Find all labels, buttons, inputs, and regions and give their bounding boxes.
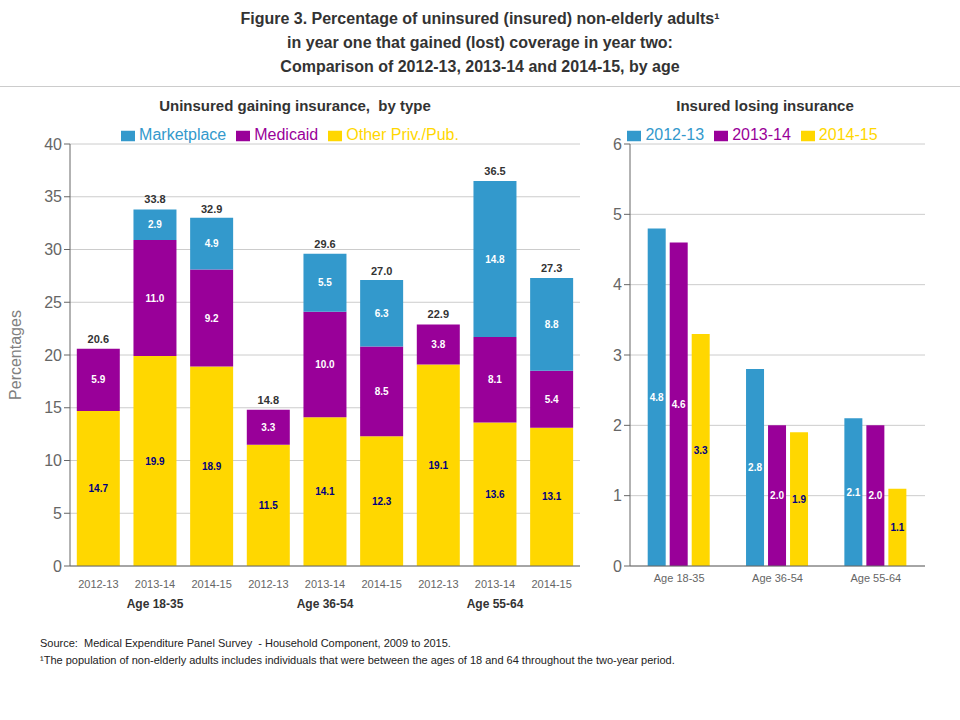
svg-text:14.8: 14.8 bbox=[258, 394, 279, 406]
svg-text:Percentages: Percentages bbox=[8, 310, 24, 400]
svg-text:5.4: 5.4 bbox=[545, 394, 559, 405]
html-text:Insured losing insurance: Insured losing insurance bbox=[676, 97, 854, 114]
svg-text:12.3: 12.3 bbox=[372, 496, 392, 507]
html-text:2013-14: 2013-14 bbox=[732, 126, 791, 143]
svg-text:32.9: 32.9 bbox=[201, 203, 222, 215]
svg-text:0: 0 bbox=[53, 558, 62, 575]
svg-text:6: 6 bbox=[613, 136, 622, 153]
html-text:Uninsured gaining insurance, b: Uninsured gaining insurance, by type bbox=[159, 97, 431, 114]
svg-text:30: 30 bbox=[44, 241, 62, 258]
svg-text:8.5: 8.5 bbox=[375, 386, 389, 397]
svg-text:10.0: 10.0 bbox=[315, 359, 335, 370]
svg-text:25: 25 bbox=[44, 294, 62, 311]
svg-text:6.3: 6.3 bbox=[375, 308, 389, 319]
svg-text:13.1: 13.1 bbox=[542, 491, 562, 502]
svg-text:2012-13: 2012-13 bbox=[248, 578, 288, 590]
html-text:Source: Medical Expenditure Pa: Source: Medical Expenditure Panel Survey… bbox=[40, 637, 451, 649]
svg-text:8.8: 8.8 bbox=[545, 319, 559, 330]
svg-text:11.0: 11.0 bbox=[146, 293, 165, 304]
svg-text:2014-15: 2014-15 bbox=[361, 578, 401, 590]
svg-text:3.8: 3.8 bbox=[431, 339, 445, 350]
svg-text:19.1: 19.1 bbox=[429, 460, 449, 471]
svg-text:5.9: 5.9 bbox=[91, 374, 105, 385]
svg-text:5: 5 bbox=[53, 505, 62, 522]
svg-text:2014-15: 2014-15 bbox=[191, 578, 231, 590]
svg-text:0: 0 bbox=[613, 558, 622, 575]
svg-text:2.0: 2.0 bbox=[770, 490, 784, 501]
svg-text:20.6: 20.6 bbox=[88, 333, 109, 345]
svg-text:33.8: 33.8 bbox=[144, 193, 165, 205]
svg-text:4.6: 4.6 bbox=[672, 399, 686, 410]
html-text:2014-15: 2014-15 bbox=[818, 126, 878, 143]
svg-text:Age 55-64: Age 55-64 bbox=[850, 572, 901, 584]
svg-text:Age 36-54: Age 36-54 bbox=[752, 572, 803, 584]
svg-text:20: 20 bbox=[44, 347, 62, 364]
svg-text:4.9: 4.9 bbox=[205, 238, 219, 249]
svg-text:35: 35 bbox=[44, 188, 62, 205]
svg-text:2014-15: 2014-15 bbox=[531, 578, 571, 590]
svg-text:3.3: 3.3 bbox=[261, 422, 275, 433]
svg-text:14.8: 14.8 bbox=[485, 254, 505, 265]
svg-text:19.9: 19.9 bbox=[145, 456, 165, 467]
svg-text:Age 55-64: Age 55-64 bbox=[467, 597, 524, 611]
svg-text:2: 2 bbox=[613, 417, 622, 434]
svg-text:1.1: 1.1 bbox=[890, 522, 904, 533]
svg-text:10: 10 bbox=[44, 452, 62, 469]
svg-text:4.8: 4.8 bbox=[650, 392, 664, 403]
svg-text:2012-13: 2012-13 bbox=[418, 578, 458, 590]
svg-text:27.3: 27.3 bbox=[541, 262, 562, 274]
svg-text:5.5: 5.5 bbox=[318, 277, 332, 288]
html-text:Comparison of 2012-13, 2013-14: Comparison of 2012-13, 2013-14 and 2014-… bbox=[280, 58, 680, 75]
svg-text:5: 5 bbox=[613, 206, 622, 223]
svg-text:Age 18-35: Age 18-35 bbox=[127, 597, 184, 611]
svg-text:14.1: 14.1 bbox=[315, 486, 335, 497]
svg-text:1: 1 bbox=[613, 487, 622, 504]
svg-text:27.0: 27.0 bbox=[371, 265, 392, 277]
svg-text:Age 18-35: Age 18-35 bbox=[654, 572, 705, 584]
svg-text:40: 40 bbox=[44, 136, 62, 153]
svg-text:11.5: 11.5 bbox=[259, 500, 278, 511]
svg-text:2013-14: 2013-14 bbox=[305, 578, 345, 590]
svg-text:2.0: 2.0 bbox=[868, 490, 882, 501]
svg-text:9.2: 9.2 bbox=[205, 313, 219, 324]
svg-text:8.1: 8.1 bbox=[488, 374, 502, 385]
svg-text:2.1: 2.1 bbox=[846, 487, 860, 498]
svg-text:2013-14: 2013-14 bbox=[135, 578, 175, 590]
html-text:¹The population of non-elderly: ¹The population of non-elderly adults in… bbox=[40, 654, 675, 666]
html-text:Figure 3. Percentage of uninsu: Figure 3. Percentage of uninsured (insur… bbox=[240, 10, 720, 27]
svg-text:4: 4 bbox=[613, 276, 622, 293]
html-text:2012-13: 2012-13 bbox=[645, 126, 705, 143]
svg-text:3.3: 3.3 bbox=[694, 445, 708, 456]
svg-text:2.9: 2.9 bbox=[148, 219, 162, 230]
svg-text:1.9: 1.9 bbox=[792, 494, 806, 505]
svg-text:18.9: 18.9 bbox=[202, 461, 222, 472]
svg-text:Age 36-54: Age 36-54 bbox=[297, 597, 354, 611]
svg-text:15: 15 bbox=[44, 399, 62, 416]
svg-text:36.5: 36.5 bbox=[484, 165, 505, 177]
svg-text:2013-14: 2013-14 bbox=[475, 578, 515, 590]
html-text:Marketplace: Marketplace bbox=[139, 126, 227, 143]
svg-text:2.8: 2.8 bbox=[748, 462, 762, 473]
svg-text:2012-13: 2012-13 bbox=[78, 578, 118, 590]
svg-text:14.7: 14.7 bbox=[89, 483, 109, 494]
svg-text:29.6: 29.6 bbox=[314, 238, 335, 250]
svg-text:3: 3 bbox=[613, 347, 622, 364]
svg-text:13.6: 13.6 bbox=[485, 489, 505, 500]
html-text:in year one that gained (lost): in year one that gained (lost) coverage … bbox=[287, 34, 673, 51]
html-text:Other Priv./Pub.: Other Priv./Pub. bbox=[346, 126, 459, 143]
html-text:Medicaid: Medicaid bbox=[254, 126, 319, 143]
svg-text:22.9: 22.9 bbox=[428, 308, 449, 320]
